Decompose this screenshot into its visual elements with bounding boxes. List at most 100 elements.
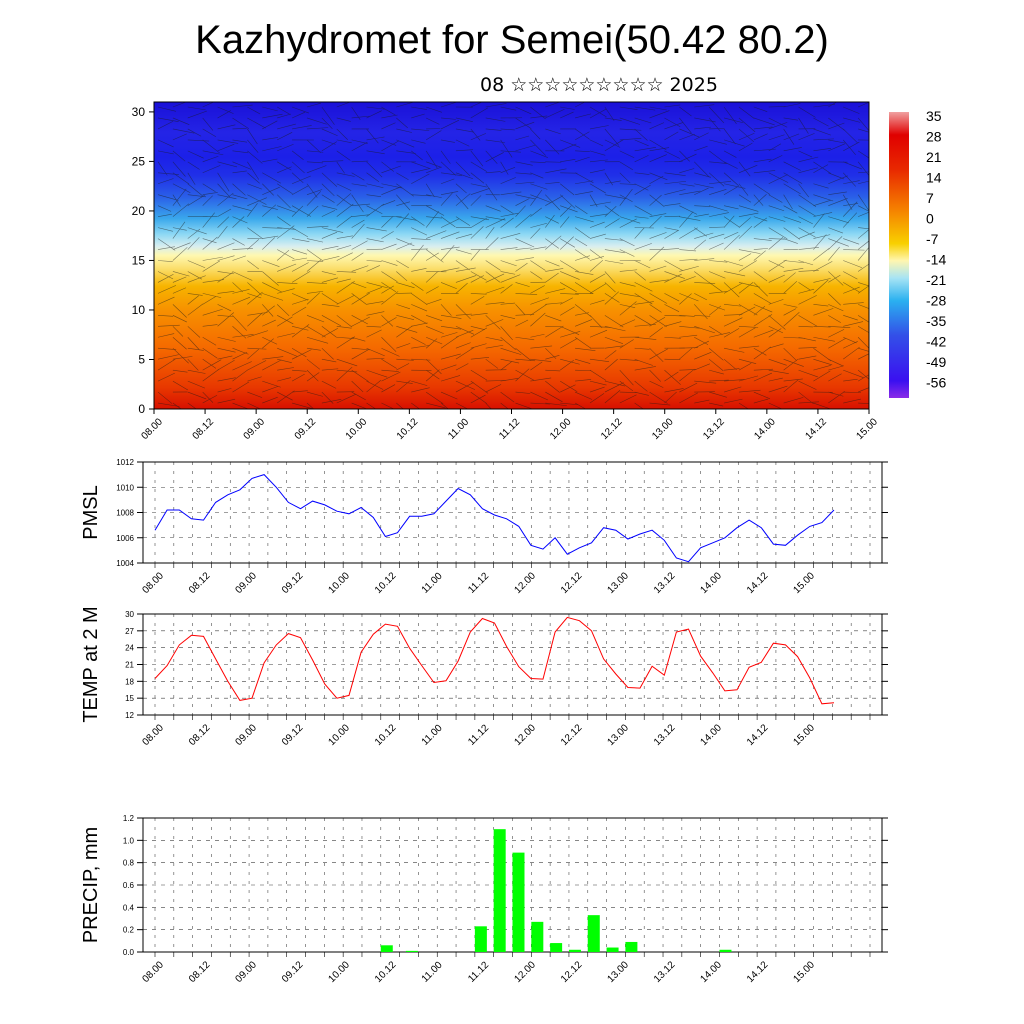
wind-barb: [396, 304, 411, 310]
wind-barb: [649, 172, 668, 181]
wind-barb: [575, 216, 594, 223]
wind-barb: [440, 245, 455, 261]
wind-barb: [232, 402, 250, 409]
wind-barb: [485, 315, 501, 330]
wind-barb: [768, 328, 782, 338]
wind-barb: [440, 216, 456, 228]
wind-barb: [172, 347, 189, 364]
wind-barb: [500, 361, 512, 371]
wind-barb: [843, 286, 860, 294]
wind-barb: [723, 398, 743, 404]
wind-barb: [291, 402, 313, 409]
panel-ylabel: PRECIP, mm: [80, 827, 102, 943]
wind-barb: [798, 282, 811, 291]
wind-barb: [426, 336, 443, 345]
wind-barb: [470, 107, 489, 119]
wind-barb: [425, 252, 439, 261]
wind-barb: [396, 172, 409, 181]
wind-barb: [545, 391, 563, 403]
wind-barb: [694, 258, 715, 261]
wind-barb: [232, 351, 248, 360]
wind-barb: [560, 384, 576, 393]
wind-barb: [783, 358, 799, 371]
wind-barb: [634, 147, 657, 152]
wind-barb: [545, 272, 559, 283]
wind-barb: [664, 260, 683, 271]
wind-barb: [470, 249, 481, 261]
wind-barb: [783, 304, 798, 308]
wind-barb: [426, 230, 447, 239]
wind-barb: [500, 233, 521, 239]
panel-ytick-label: 0.0: [123, 948, 135, 957]
wind-barb: [798, 355, 817, 360]
wind-barb: [619, 172, 631, 184]
wind-barb: [217, 242, 235, 250]
wind-barb: [485, 402, 492, 409]
wind-barb: [306, 161, 323, 164]
wind-barb: [157, 285, 177, 294]
wind-barb: [813, 370, 831, 382]
wind-barb: [709, 139, 727, 145]
wind-barb: [843, 378, 858, 382]
wind-barb: [500, 106, 517, 111]
wind-barb: [619, 369, 634, 386]
wind-barb: [172, 369, 188, 373]
wind-barb: [336, 271, 357, 273]
panel-xtick-label: 15.00: [791, 722, 817, 748]
panel-xtick-label: 10.12: [373, 570, 399, 596]
precip-bar: [512, 852, 525, 952]
wind-barb: [723, 234, 740, 250]
panel-xtick-label: 13.12: [652, 722, 678, 748]
wind-barb: [828, 143, 845, 152]
wind-barb: [664, 180, 687, 185]
wind-barb: [560, 358, 580, 365]
wind-barb: [366, 325, 382, 328]
section-ytick-label: 10: [132, 303, 146, 317]
wind-barb: [545, 369, 561, 372]
wind-barb: [604, 172, 613, 186]
wind-barb: [694, 232, 714, 239]
precip-panel: 0.0 0.2 0.4 0.6 0.8 1.0 1.2 08.00 08.12 09.00 09.1…: [80, 814, 888, 985]
wind-barb: [530, 222, 548, 228]
wind-barb: [232, 104, 253, 108]
wind-barb: [202, 128, 217, 137]
wind-barb: [843, 106, 860, 114]
wind-barb: [560, 293, 579, 295]
wind-barb: [664, 150, 680, 159]
wind-barb: [187, 391, 207, 400]
wind-barb: [321, 380, 337, 389]
wind-barb: [664, 248, 680, 250]
wind-barb: [828, 122, 845, 130]
wind-barb: [753, 372, 773, 382]
wind-barb: [470, 343, 487, 349]
wind-barb: [426, 161, 442, 168]
wind-barb: [381, 106, 396, 116]
wind-barb: [411, 293, 428, 305]
wind-barb: [798, 117, 809, 134]
wind-barb: [545, 195, 564, 206]
wind-barb: [366, 183, 384, 189]
wind-barb: [232, 127, 247, 130]
wind-barb: [336, 325, 352, 329]
wind-barb: [425, 369, 440, 382]
wind-barb: [247, 172, 260, 184]
wind-barb: [172, 276, 187, 283]
wind-barb: [842, 201, 858, 217]
wind-barb: [560, 402, 579, 406]
wind-barb: [321, 172, 338, 187]
colorbar-label: -49: [926, 354, 946, 370]
wind-barb: [321, 117, 333, 130]
wind-barb: [500, 377, 519, 382]
wind-barb: [649, 175, 664, 185]
wind-barb: [843, 249, 865, 251]
panel-ytick-label: 0.8: [123, 859, 135, 868]
wind-barb: [277, 367, 295, 371]
precip-bar: [719, 949, 732, 952]
wind-barb: [485, 150, 498, 164]
wind-barb: [753, 346, 771, 360]
wind-barb: [306, 292, 321, 305]
wind-barb: [426, 106, 442, 113]
wind-barb: [664, 227, 679, 231]
wind-barb: [366, 106, 385, 110]
wind-barb: [634, 172, 650, 175]
